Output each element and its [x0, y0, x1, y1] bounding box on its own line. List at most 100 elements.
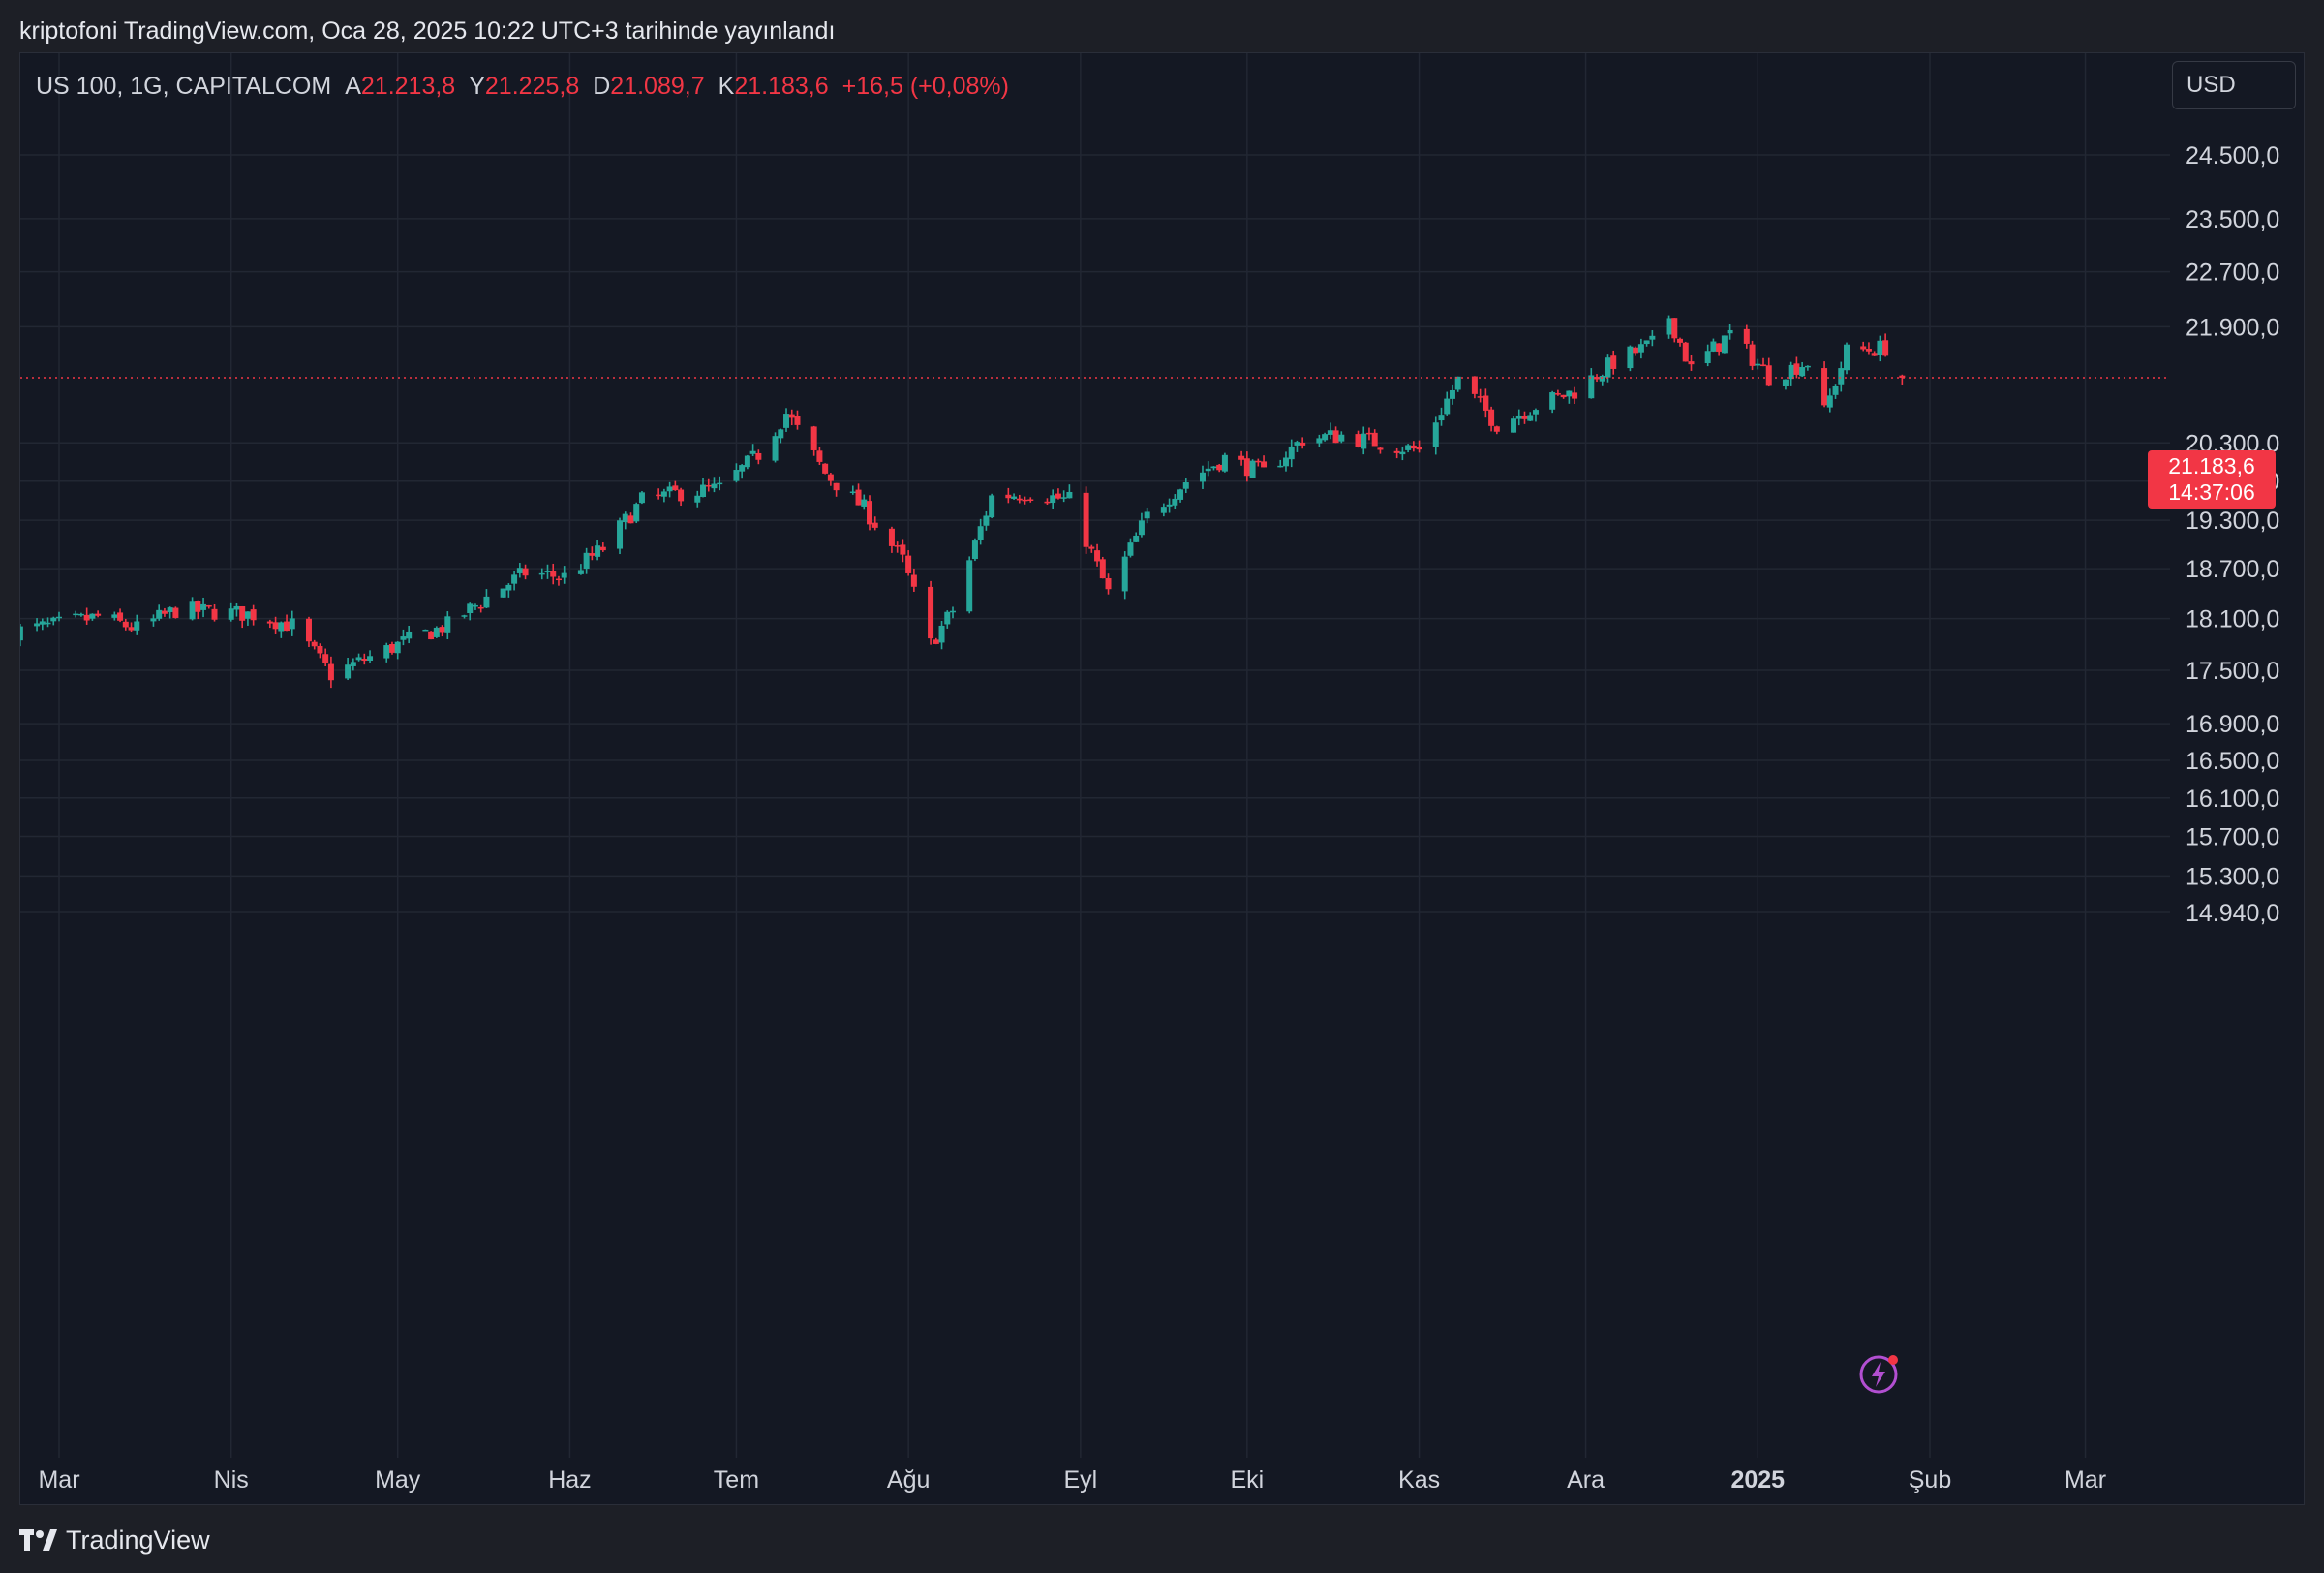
candle-up [561, 566, 567, 584]
candle-body [1599, 376, 1605, 382]
candle-body [1633, 347, 1639, 354]
lightning-bolt-icon[interactable] [1858, 1352, 1901, 1395]
candle-body [511, 574, 518, 584]
candle-down [1793, 356, 1800, 379]
candle-body [900, 544, 906, 555]
candle-up [1361, 426, 1367, 455]
candle-up [622, 511, 628, 530]
candle-body [1677, 338, 1684, 343]
candle-body [1755, 363, 1761, 366]
candle-body [739, 465, 746, 472]
candle-body [1627, 346, 1634, 369]
candle-down [1493, 425, 1500, 435]
candle-body [327, 663, 334, 681]
candle-body [1704, 351, 1711, 364]
candle-up [1804, 365, 1811, 371]
candle-body [1899, 375, 1906, 378]
candle-body [195, 601, 201, 612]
candle-up [633, 502, 640, 524]
candle-up [444, 611, 451, 639]
candle-down [327, 656, 334, 689]
candle-down [933, 637, 939, 645]
candle-body [1727, 329, 1733, 334]
candle-up [289, 610, 295, 636]
candle-body [788, 414, 795, 418]
candle-down [317, 643, 323, 659]
candles [20, 315, 1906, 689]
candle-body [1826, 395, 1833, 408]
candle-body [1138, 520, 1145, 536]
candle-up [989, 493, 995, 519]
candle-down [117, 608, 124, 623]
candle-up [861, 494, 868, 510]
candle-up [1444, 391, 1451, 416]
candle-down [1899, 374, 1906, 385]
candle-body [1099, 559, 1106, 579]
candle-down [477, 604, 484, 613]
candle-down [833, 482, 840, 497]
candle-up [660, 488, 667, 503]
tradingview-logo[interactable]: TradingView [19, 1525, 210, 1556]
candle-up [1277, 459, 1284, 468]
candle-down [284, 614, 290, 632]
candle-up [950, 606, 957, 619]
candle-down [305, 616, 312, 647]
candle-body [1782, 379, 1789, 386]
candle-body [1605, 357, 1611, 378]
candle-up [1755, 358, 1761, 370]
candle-up [1788, 361, 1794, 386]
candle-body [910, 574, 917, 587]
candle-down [1860, 341, 1867, 352]
candle-body [1127, 542, 1134, 556]
chart-pane[interactable]: 24.500,0 23.500,0 22.700,0 21.900,0 20.300,0… [19, 52, 2305, 1505]
candle-body [711, 483, 718, 489]
chart-canvas[interactable]: 24.500,023.500,022.700,021.900,020.300,0… [20, 53, 2305, 1505]
candle-body [322, 654, 329, 663]
candle-up [467, 602, 474, 621]
candle-down [1765, 357, 1772, 387]
candle-body [1022, 499, 1028, 502]
price-axis-label: 16.900,0 [2186, 711, 2279, 738]
candle-body [1493, 426, 1500, 432]
time-axis-label: Eyl [1063, 1466, 1097, 1494]
candle-up [111, 611, 118, 621]
candle-body [77, 613, 84, 616]
candle-body [1205, 468, 1211, 472]
candle-down [1871, 351, 1878, 356]
candle-body [744, 455, 750, 468]
candle-body [778, 429, 784, 439]
candle-up [1838, 361, 1845, 392]
candle-up [500, 588, 506, 598]
tradingview-logo-icon [19, 1529, 57, 1551]
candle-body [749, 450, 756, 454]
candle-down [1238, 450, 1245, 466]
candle-up [1566, 390, 1573, 404]
candle-body [783, 414, 790, 428]
candle-up [1249, 459, 1256, 478]
candle-up [483, 589, 490, 608]
candle-down [1355, 430, 1361, 448]
candle-body [1027, 499, 1034, 501]
candle-body [444, 616, 451, 633]
currency-button[interactable]: USD [2172, 61, 2296, 109]
ohlc-legend: US 100, 1G, CAPITALCOM A21.213,8 Y21.225,8… [36, 73, 1009, 101]
price-axis-label: 22.700,0 [2186, 260, 2279, 287]
candle-down [1416, 440, 1422, 453]
candle-down [1261, 455, 1268, 468]
candle-down [1088, 544, 1095, 553]
symbol-label[interactable]: US 100, 1G, CAPITALCOM [36, 73, 332, 100]
candle-body [861, 499, 868, 507]
candle-up [1710, 338, 1717, 353]
candle-body [1105, 577, 1112, 590]
candle-body [483, 596, 490, 608]
candle-up [1877, 335, 1883, 362]
grid-lines [20, 53, 2170, 1458]
candle-down [1371, 429, 1378, 447]
candle-down [250, 604, 257, 626]
low-value: 21.089,7 [610, 73, 705, 100]
candle-down [1743, 324, 1750, 349]
candle-body [505, 584, 512, 591]
candle-body [1371, 432, 1378, 447]
candle-down [1594, 374, 1601, 383]
candle-body [944, 611, 951, 625]
